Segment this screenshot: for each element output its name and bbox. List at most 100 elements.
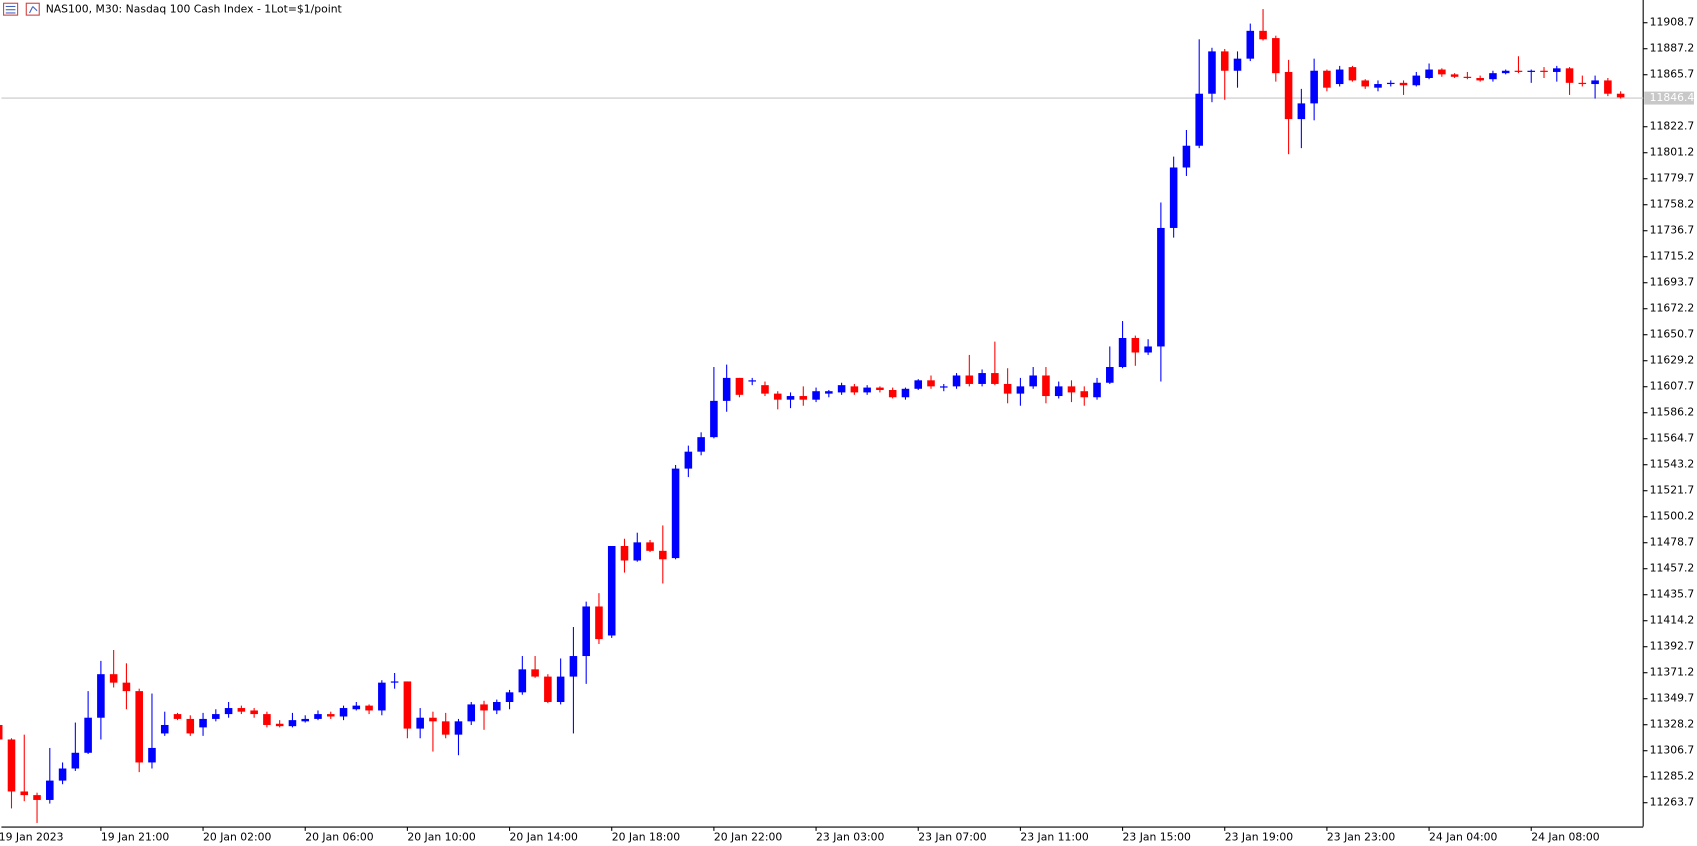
y-tick-label: 11887.2 xyxy=(1650,42,1695,55)
candle-body xyxy=(659,550,667,560)
candle-body xyxy=(1540,70,1548,72)
candle-body xyxy=(1016,386,1025,394)
x-tick-label: 23 Jan 23:00 xyxy=(1327,830,1395,843)
candle-body xyxy=(1348,67,1357,81)
y-tick-label: 11392.7 xyxy=(1650,640,1695,653)
candle-body xyxy=(697,437,705,452)
candle-body xyxy=(1208,51,1216,94)
candle-body xyxy=(1553,68,1561,72)
y-tick-label: 11758.2 xyxy=(1650,198,1695,211)
y-tick-label: 11521.7 xyxy=(1650,484,1695,497)
candle-body xyxy=(544,676,552,702)
candle-body xyxy=(965,375,974,384)
candle-body xyxy=(1246,30,1255,59)
candle-body xyxy=(301,718,310,722)
y-tick-label: 11478.7 xyxy=(1650,536,1695,549)
candle-body xyxy=(1233,58,1242,71)
candle-body xyxy=(122,682,131,692)
candle-body xyxy=(888,389,897,398)
x-tick-label: 24 Jan 08:00 xyxy=(1531,830,1599,843)
y-tick-label: 11328.2 xyxy=(1650,718,1695,731)
candle-body xyxy=(518,669,527,693)
candle-body xyxy=(1157,227,1165,347)
y-tick-label: 11650.7 xyxy=(1650,328,1695,341)
candle-body xyxy=(326,714,335,717)
candle-body xyxy=(1144,346,1152,353)
candle-body xyxy=(1565,68,1574,83)
y-tick-label: 11607.7 xyxy=(1650,380,1695,393)
candle-body xyxy=(812,391,820,400)
candle-body xyxy=(160,724,169,734)
candle-body xyxy=(710,400,718,438)
candle-body xyxy=(684,451,693,469)
chart-title: NAS100, M30: Nasdaq 100 Cash Index - 1Lo… xyxy=(46,3,342,16)
y-tick-label: 11414.2 xyxy=(1650,614,1695,627)
candle-body xyxy=(1425,69,1433,78)
candle-body xyxy=(952,375,961,387)
candle-body xyxy=(1131,337,1140,353)
candle-body xyxy=(1029,375,1037,387)
candle-body xyxy=(135,691,143,763)
candle-body xyxy=(1284,71,1293,120)
x-tick-label: 23 Jan 11:00 xyxy=(1020,830,1088,843)
y-tick-label: 11306.7 xyxy=(1650,744,1695,757)
candle-body xyxy=(531,669,539,677)
candle-body xyxy=(1361,80,1370,87)
y-tick-label: 11586.2 xyxy=(1650,406,1695,419)
candle-body xyxy=(493,701,501,711)
candle-body xyxy=(20,791,29,796)
candle-body xyxy=(467,704,476,722)
y-tick-label: 11263.7 xyxy=(1650,796,1695,809)
candle-body xyxy=(1003,383,1012,394)
candle-body xyxy=(1220,51,1229,71)
candle-body xyxy=(722,377,731,401)
candle-body xyxy=(799,396,808,400)
candle-body xyxy=(914,380,923,389)
candle-body xyxy=(416,717,424,729)
candle-body xyxy=(1118,337,1127,368)
candle-body xyxy=(1578,82,1587,85)
candle-body xyxy=(1514,70,1523,72)
candle-body xyxy=(1080,391,1089,398)
candle-body xyxy=(927,380,935,387)
candle-body xyxy=(1476,77,1484,81)
candle-body xyxy=(1604,80,1612,94)
candle-body xyxy=(582,606,590,657)
x-tick-label: 23 Jan 19:00 xyxy=(1225,830,1293,843)
candle-body xyxy=(148,747,156,763)
candle-body xyxy=(735,377,744,395)
candle-body xyxy=(620,545,629,561)
y-tick-label: 11564.7 xyxy=(1650,432,1695,445)
candle-body xyxy=(1489,73,1497,80)
candle-body xyxy=(773,393,782,400)
candle-body xyxy=(275,723,284,727)
candle-body xyxy=(1106,367,1114,383)
candle-body xyxy=(84,717,92,753)
candle-body xyxy=(263,714,271,725)
candle-body xyxy=(1463,76,1472,78)
x-tick-label: 23 Jan 07:00 xyxy=(918,830,986,843)
x-tick-label: 24 Jan 04:00 xyxy=(1429,830,1497,843)
candle-body xyxy=(1438,69,1446,75)
candle-body xyxy=(403,681,412,729)
candle-body xyxy=(480,704,488,711)
candle-body xyxy=(109,674,118,683)
candle-body xyxy=(1527,70,1536,72)
candle-body xyxy=(1323,70,1331,88)
candle-body xyxy=(850,386,859,393)
candle-body xyxy=(505,692,514,702)
x-tick-label: 23 Jan 15:00 xyxy=(1123,830,1191,843)
y-tick-label: 11285.2 xyxy=(1650,770,1695,783)
candle-body xyxy=(365,705,373,711)
candle-body xyxy=(1399,82,1408,86)
candle-body xyxy=(58,768,67,781)
candle-body xyxy=(748,380,756,382)
candle-body xyxy=(991,373,999,384)
x-tick-label: 20 Jan 10:00 xyxy=(407,830,475,843)
candle-body xyxy=(250,710,258,715)
y-tick-label: 11865.7 xyxy=(1650,68,1695,81)
candle-body xyxy=(390,681,399,683)
x-tick-label: 20 Jan 02:00 xyxy=(203,830,271,843)
candle-body xyxy=(1195,93,1203,146)
